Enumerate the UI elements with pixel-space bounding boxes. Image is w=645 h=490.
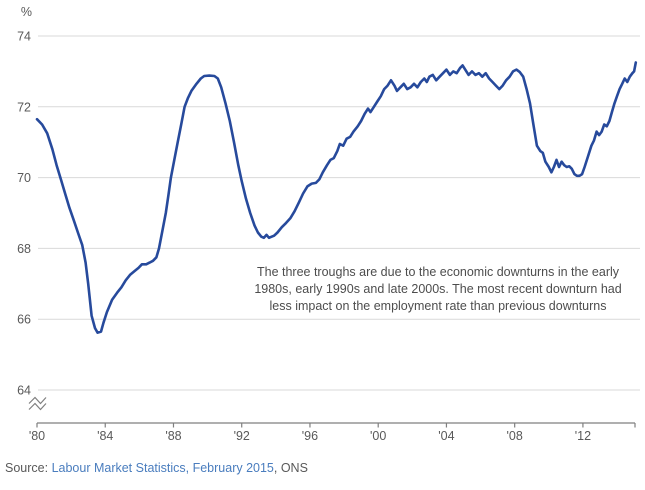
- y-axis-unit-label: %: [21, 5, 32, 19]
- x-tick-label: '04: [438, 429, 454, 443]
- employment-rate-chart: % 74 72 70 68 66 64 '80 '84 '88 '92 '96 '00 '04 '08 '1…: [17, 5, 640, 443]
- axis-break-icon: [28, 396, 47, 405]
- x-tick-label: '96: [302, 429, 318, 443]
- y-tick-label: 64: [17, 384, 31, 398]
- source-prefix: Source:: [5, 461, 52, 475]
- annotation-line: The three troughs are due to the economi…: [256, 265, 620, 279]
- source-suffix: , ONS: [273, 461, 308, 475]
- chart-annotation: The three troughs are due to the economi…: [238, 264, 638, 315]
- y-tick-label: 72: [17, 100, 31, 114]
- axis-break-icon: [28, 402, 47, 411]
- source-link[interactable]: Labour Market Statistics, February 2015: [51, 461, 274, 475]
- x-tick-label: '92: [234, 429, 250, 443]
- y-tick-label: 70: [17, 171, 31, 185]
- y-tick-label: 74: [17, 30, 31, 44]
- x-tick-label: '80: [29, 429, 45, 443]
- x-tick-label: '00: [370, 429, 386, 443]
- employment-rate-line: [35, 61, 638, 335]
- y-tick-label: 66: [17, 313, 31, 327]
- x-tick-label: '84: [97, 429, 113, 443]
- annotation-line: less impact on the employment rate than …: [269, 299, 607, 313]
- x-tick-label: '88: [165, 429, 181, 443]
- source-line: Source: Labour Market Statistics, Februa…: [5, 461, 308, 475]
- annotation-line: 1980s, early 1990s and late 2000s. The m…: [254, 282, 622, 296]
- x-tick-label: '12: [575, 429, 591, 443]
- y-tick-label: 68: [17, 242, 31, 256]
- x-tick-label: '08: [507, 429, 523, 443]
